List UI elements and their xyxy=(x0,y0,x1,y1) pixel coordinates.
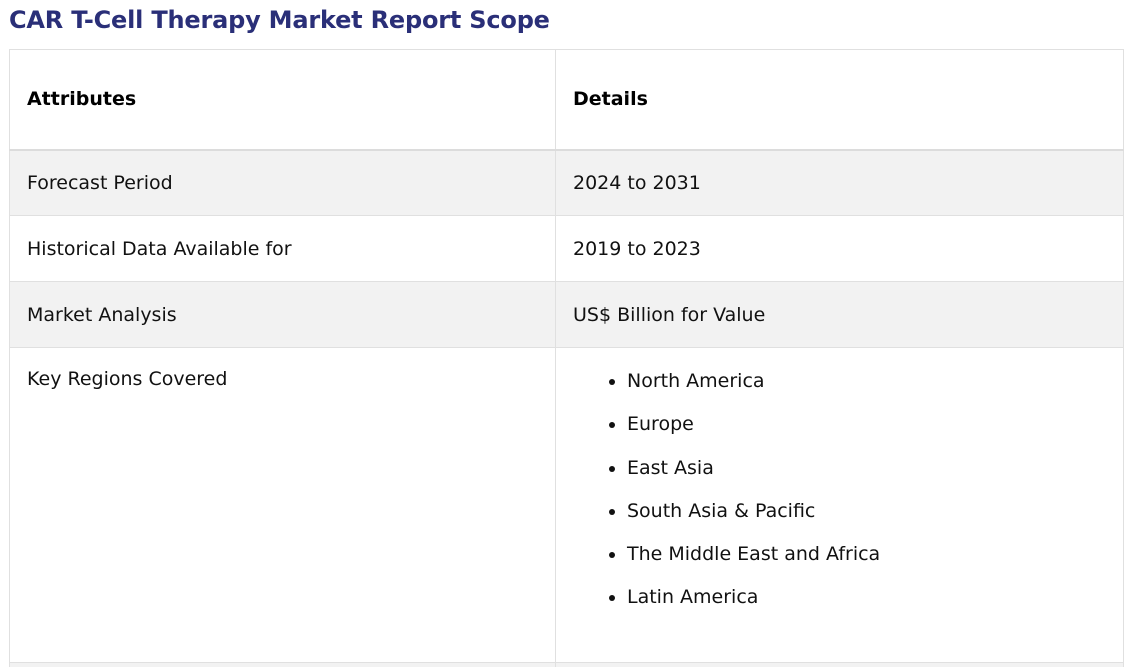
attribute-cell: Forecast Period xyxy=(9,149,556,216)
table-row: Forecast Period 2024 to 2031 xyxy=(9,149,1124,216)
table-header-row: Attributes Details xyxy=(9,49,1124,151)
detail-cell xyxy=(555,662,1124,667)
header-attributes: Attributes xyxy=(9,49,556,151)
list-item: South Asia & Pacific xyxy=(627,490,1106,533)
list-item: North America xyxy=(627,360,1106,403)
detail-cell: North America Europe East Asia South Asi… xyxy=(555,347,1124,663)
table-row-regions: Key Regions Covered North America Europe… xyxy=(9,347,1124,663)
attribute-cell xyxy=(9,662,556,667)
detail-cell: 2019 to 2023 xyxy=(555,215,1124,282)
detail-cell: US$ Billion for Value xyxy=(555,281,1124,348)
list-item: East Asia xyxy=(627,447,1106,490)
attribute-cell: Market Analysis xyxy=(9,281,556,348)
list-item: Latin America xyxy=(627,576,1106,619)
region-list: North America Europe East Asia South Asi… xyxy=(573,360,1106,620)
list-item: The Middle East and Africa xyxy=(627,533,1106,576)
page-title: CAR T-Cell Therapy Market Report Scope xyxy=(9,6,550,34)
table-row: Historical Data Available for 2019 to 20… xyxy=(9,215,1124,282)
list-item: Europe xyxy=(627,403,1106,446)
attribute-cell: Key Regions Covered xyxy=(9,347,556,663)
report-scope-table: Attributes Details Forecast Period 2024 … xyxy=(9,49,1124,667)
header-details: Details xyxy=(555,49,1124,151)
table-row-partial xyxy=(9,662,1124,667)
table-row: Market Analysis US$ Billion for Value xyxy=(9,281,1124,348)
attribute-cell: Historical Data Available for xyxy=(9,215,556,282)
detail-cell: 2024 to 2031 xyxy=(555,149,1124,216)
